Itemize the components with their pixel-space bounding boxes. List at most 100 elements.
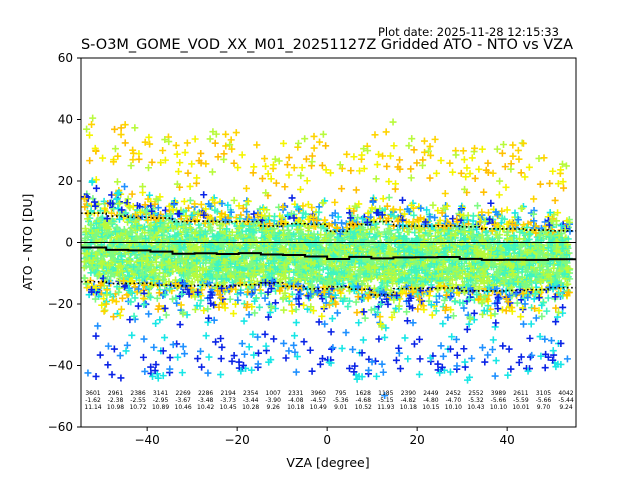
- data-point: [347, 258, 355, 266]
- data-point: [154, 275, 162, 283]
- data-point: [115, 215, 123, 223]
- data-point: [222, 216, 230, 224]
- data-point: [188, 160, 196, 168]
- data-point: [285, 293, 293, 301]
- data-point: [355, 319, 363, 327]
- data-point: [305, 224, 313, 232]
- data-point: [218, 199, 226, 207]
- data-point: [175, 267, 183, 275]
- data-point: [291, 277, 299, 285]
- data-point: [138, 233, 146, 241]
- data-point: [107, 269, 115, 277]
- data-point: [82, 262, 90, 270]
- data-point: [372, 175, 380, 183]
- data-point: [146, 222, 154, 230]
- data-point: [399, 196, 407, 204]
- data-point: [507, 365, 515, 373]
- data-point: [355, 372, 363, 380]
- data-point: [182, 227, 190, 235]
- data-point: [200, 239, 208, 247]
- data-point: [171, 233, 179, 241]
- data-point: [89, 195, 97, 203]
- data-point: [88, 177, 96, 185]
- data-point: [220, 300, 228, 308]
- data-point: [264, 216, 272, 224]
- data-point: [234, 164, 242, 172]
- data-point: [305, 240, 313, 248]
- data-point: [377, 320, 385, 328]
- data-point: [159, 224, 167, 232]
- data-point: [290, 341, 298, 349]
- data-point: [254, 333, 262, 341]
- data-point: [300, 301, 308, 309]
- data-point: [373, 372, 381, 380]
- data-point: [230, 352, 238, 360]
- data-point: [85, 256, 93, 264]
- data-point: [252, 294, 260, 302]
- data-point: [254, 349, 262, 357]
- data-point: [235, 202, 243, 210]
- data-point: [141, 138, 149, 146]
- data-point: [169, 267, 177, 275]
- data-point: [342, 329, 350, 337]
- data-point: [109, 158, 117, 166]
- data-point: [355, 200, 363, 208]
- data-point: [267, 285, 275, 293]
- data-point: [177, 276, 185, 284]
- data-point: [396, 156, 404, 164]
- data-point: [302, 210, 310, 218]
- data-point: [174, 353, 182, 361]
- data-point: [286, 255, 294, 263]
- data-point: [460, 156, 468, 164]
- data-point: [234, 296, 242, 304]
- data-point: [106, 290, 114, 298]
- data-point: [293, 353, 301, 361]
- data-point: [130, 312, 138, 320]
- data-point: [326, 256, 334, 264]
- data-point: [176, 321, 184, 329]
- data-point: [98, 301, 106, 309]
- data-point: [185, 290, 193, 298]
- data-point: [186, 224, 194, 232]
- data-point: [385, 269, 393, 277]
- data-point: [306, 346, 314, 354]
- data-point: [385, 194, 393, 202]
- data-point: [350, 249, 358, 257]
- data-point: [245, 343, 253, 351]
- data-point: [151, 200, 159, 208]
- data-point: [116, 311, 124, 319]
- data-point: [176, 159, 184, 167]
- data-point: [519, 320, 527, 328]
- data-point: [179, 308, 187, 316]
- data-point: [307, 290, 315, 298]
- data-point: [169, 295, 177, 303]
- data-point: [275, 157, 283, 165]
- data-point: [235, 263, 243, 271]
- data-point: [117, 251, 125, 259]
- data-point: [471, 174, 479, 182]
- data-point: [84, 369, 92, 377]
- data-point: [350, 153, 358, 161]
- data-point: [87, 226, 95, 234]
- data-point: [492, 319, 500, 327]
- data-point: [451, 298, 459, 306]
- data-point: [284, 234, 292, 242]
- data-point: [140, 335, 148, 343]
- data-point: [232, 129, 240, 137]
- data-point: [126, 257, 134, 265]
- data-point: [197, 149, 205, 157]
- data-point: [290, 230, 298, 238]
- data-point: [193, 257, 201, 265]
- data-point: [103, 261, 111, 269]
- data-point: [364, 147, 372, 155]
- chart-title: S-O3M_GOME_VOD_XX_M01_20251127Z Gridded …: [81, 37, 573, 53]
- data-point: [331, 198, 339, 206]
- data-point: [237, 230, 245, 238]
- data-point: [316, 138, 324, 146]
- data-point: [113, 189, 121, 197]
- data-point: [213, 208, 221, 216]
- data-point: [238, 151, 246, 159]
- data-point: [169, 341, 177, 349]
- data-point: [146, 191, 154, 199]
- data-point: [290, 214, 298, 222]
